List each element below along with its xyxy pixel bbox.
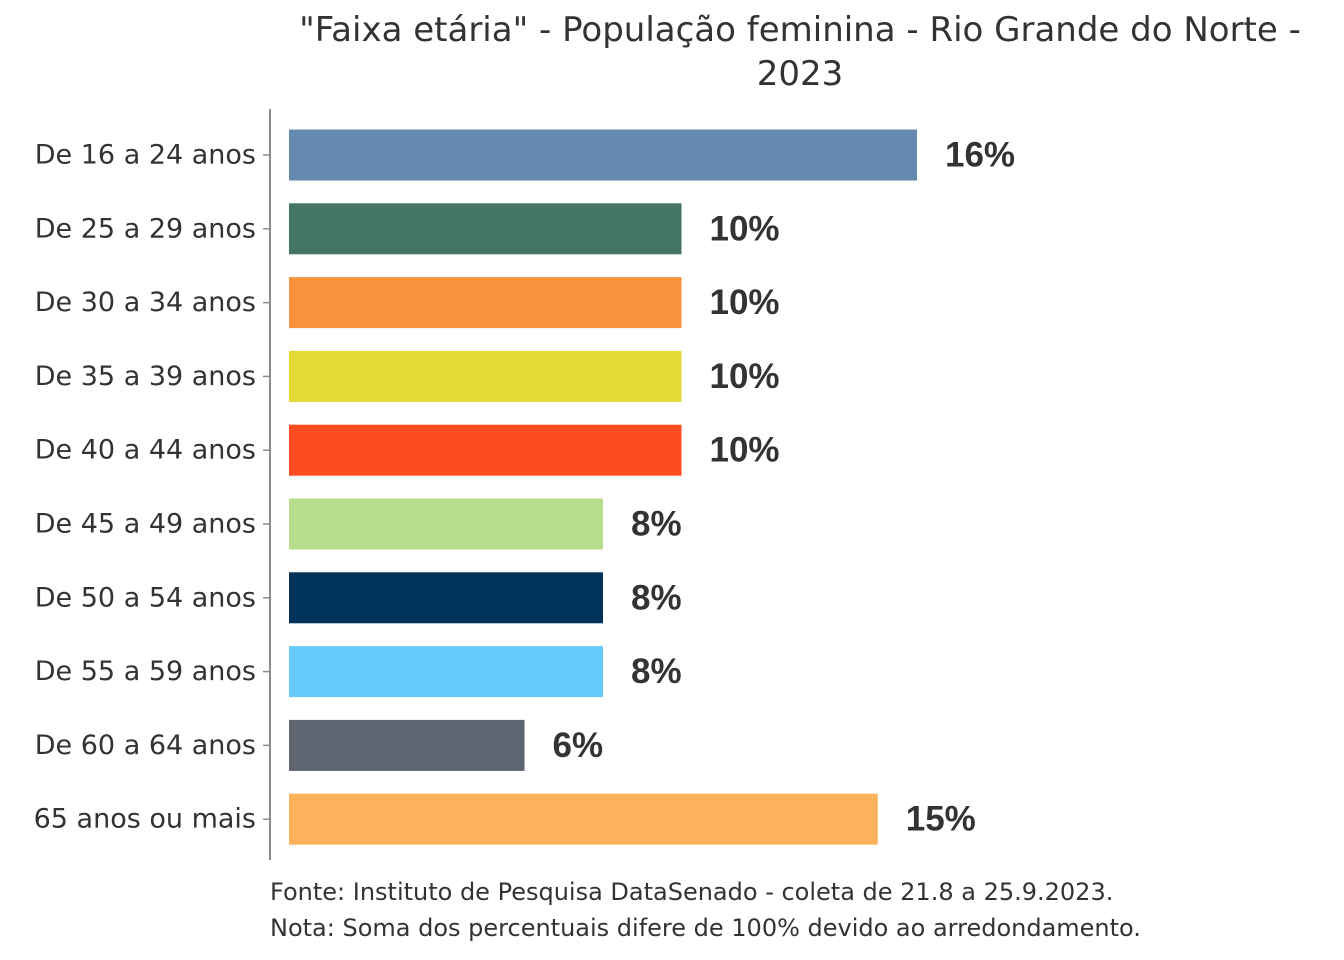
footer-note: Nota: Soma dos percentuais difere de 100… [270,914,1141,942]
y-tick-label: De 30 a 34 anos [35,287,256,318]
data-label: 10% [710,431,780,470]
chart-title: "Faixa etária" - População feminina - Ri… [270,8,1330,96]
bar [289,277,682,329]
y-tick-label: 65 anos ou mais [34,804,256,835]
data-label: 15% [906,800,976,839]
data-label: 6% [553,726,604,765]
bar [289,793,878,845]
chart-title-line-1: "Faixa etária" - População feminina - Ri… [299,10,1301,50]
bar [289,498,603,550]
chart-title-line-2: 2023 [756,54,844,94]
bar [289,203,682,255]
data-label: 8% [631,578,682,617]
y-tick-label: De 60 a 64 anos [35,730,256,761]
y-tick-label: De 35 a 39 anos [35,361,256,392]
bar [289,719,525,771]
y-tick-label: De 25 a 29 anos [35,213,256,244]
data-label: 10% [710,283,780,322]
data-label: 16% [945,136,1015,175]
y-tick-label: De 55 a 59 anos [35,656,256,687]
bar [289,129,917,181]
y-tick-label: De 40 a 44 anos [35,435,256,466]
y-tick-label: De 50 a 54 anos [35,582,256,613]
y-tick-label: De 45 a 49 anos [35,509,256,540]
chart-footer: Fonte: Instituto de Pesquisa DataSenado … [270,874,1141,946]
data-label: 10% [710,357,780,396]
bar [289,646,603,698]
bar [289,350,682,402]
y-tick-label: De 16 a 24 anos [35,140,256,171]
footer-source: Fonte: Instituto de Pesquisa DataSenado … [270,878,1114,906]
bar [289,424,682,476]
data-label: 8% [631,652,682,691]
data-label: 8% [631,505,682,544]
data-label: 10% [710,209,780,248]
bar [289,572,603,624]
